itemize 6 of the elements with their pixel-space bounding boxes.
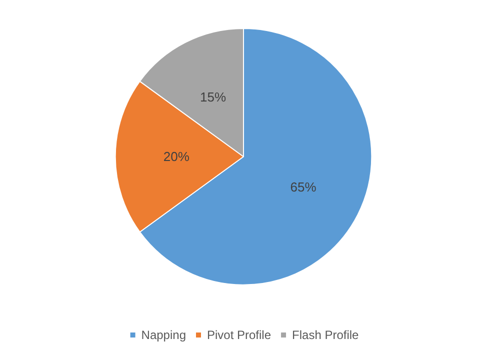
legend-label: Napping (141, 328, 186, 342)
data-label: 15% (200, 89, 226, 104)
legend-label: Pivot Profile (206, 328, 272, 342)
legend-label: Flash Profile (292, 328, 360, 342)
data-label: 20% (163, 149, 190, 164)
data-label: 65% (290, 180, 317, 195)
